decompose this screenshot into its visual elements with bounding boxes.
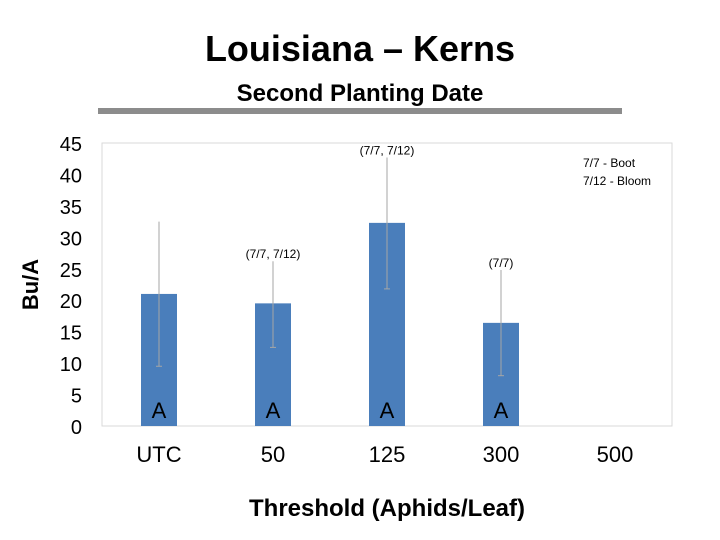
legend-note-line: 7/7 - Boot [583, 156, 636, 170]
bar-annotation: (7/7) [489, 256, 514, 270]
y-tick-label: 40 [60, 165, 82, 187]
slide-title: Louisiana – Kerns [204, 28, 516, 69]
significance-letter: A [494, 398, 509, 423]
y-tick-label: 0 [71, 417, 82, 439]
bar-annotation: (7/7, 7/12) [360, 143, 415, 157]
x-tick-label: 50 [261, 442, 285, 467]
x-tick-label: 500 [597, 442, 634, 467]
y-tick-label: 15 [60, 323, 82, 345]
x-axis-label: Threshold (Aphids/Leaf) [249, 495, 525, 522]
y-tick-label: 25 [60, 260, 82, 282]
x-tick-label: 300 [483, 442, 520, 467]
y-tick-label: 30 [60, 228, 82, 250]
y-tick-label: 20 [60, 291, 82, 313]
y-axis-label: Bu/A [18, 259, 43, 310]
significance-letter: A [380, 398, 395, 423]
x-tick-label: UTC [136, 442, 181, 467]
legend-note-line: 7/12 - Bloom [583, 174, 651, 188]
y-tick-label: 5 [71, 386, 82, 408]
bar-annotation: (7/7, 7/12) [246, 247, 301, 261]
significance-letter: A [152, 398, 167, 423]
slide-subtitle: Second Planting Date [236, 80, 484, 107]
significance-letter: A [266, 398, 281, 423]
y-tick-label: 10 [60, 354, 82, 376]
x-tick-label: 125 [369, 442, 406, 467]
y-tick-label: 45 [60, 134, 82, 156]
title-divider [98, 108, 622, 114]
y-tick-label: 35 [60, 197, 82, 219]
